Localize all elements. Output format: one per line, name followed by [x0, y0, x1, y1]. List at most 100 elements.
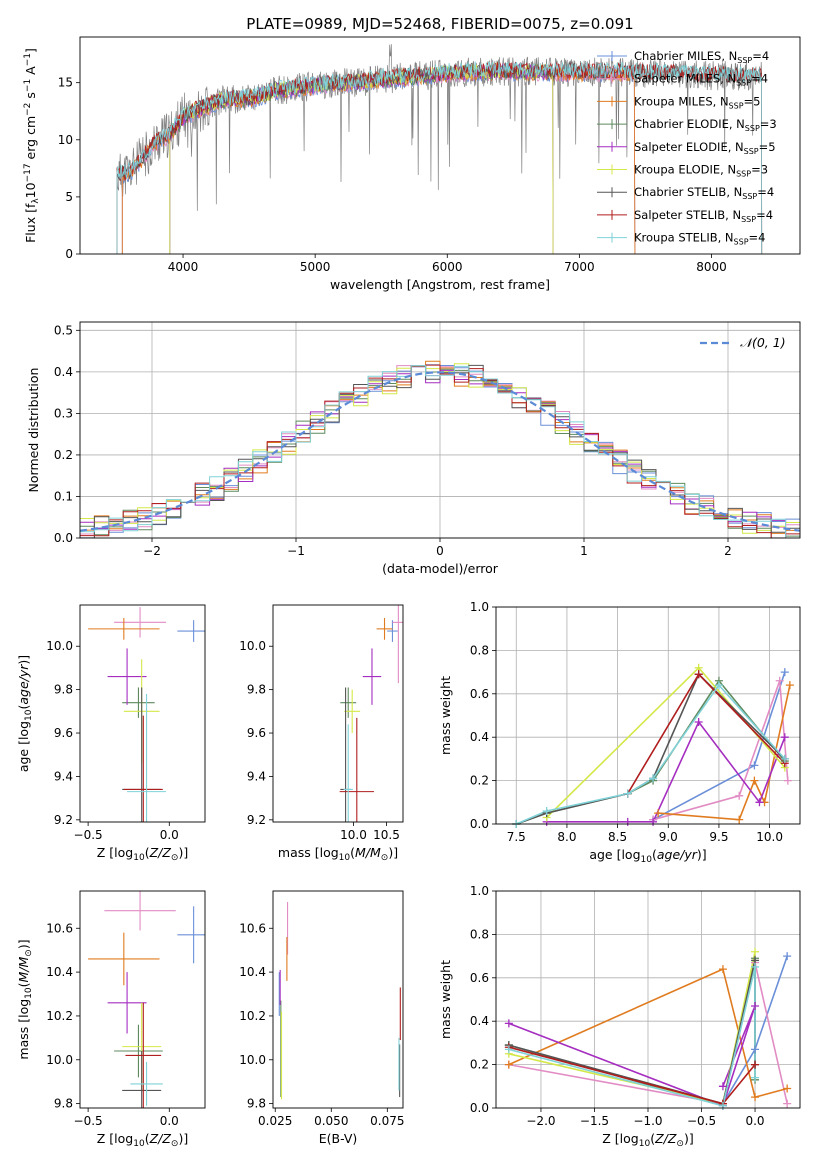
spectrum-ylabel-part: 10	[23, 182, 38, 198]
weight-vs-Z-xtick-label: 0.0	[745, 1114, 764, 1128]
age-vs-mass-frame	[272, 604, 404, 823]
mass-vs-Z-ytick-label: 9.8	[54, 1097, 73, 1111]
mass-vs-Z-ylabel-part: (	[16, 982, 31, 987]
legend-entry: Salpeter ELODIE, NSSP=5	[634, 140, 776, 156]
weight-marker	[751, 1045, 760, 1054]
weight-marker	[718, 965, 727, 974]
weight-marker	[718, 1082, 727, 1091]
weight-vs-age-xlabel-part: age/yr	[657, 847, 698, 862]
weight-vs-Z-xtick-label: −0.5	[687, 1114, 716, 1128]
weight-vs-age-ytick-label: 1.0	[470, 600, 489, 614]
spectrum-ylabel-part: Flux [f	[23, 203, 38, 243]
age-vs-Z-ylabel-part: 10	[24, 709, 34, 721]
legend-normal-label: 𝒩(0, 1)	[740, 335, 786, 350]
age-vs-Z-ylabel-part: )]	[16, 655, 31, 665]
age-vs-Z-ytick-label: 9.4	[54, 769, 73, 783]
age-vs-Z-ylabel-part: age/yr	[16, 664, 31, 705]
age-vs-mass-xlabel-part: ⊙	[381, 853, 389, 863]
weight-vs-age-xlabel: age [log10(age/yr)]	[589, 847, 706, 865]
spectrum-xtick-label: 6000	[432, 260, 463, 274]
weight-marker	[649, 817, 658, 826]
weight-marker	[785, 681, 794, 690]
weight-marker	[542, 806, 551, 815]
legend-entry-name: Chabrier STELIB, N	[634, 185, 742, 199]
mass-vs-Z-xlabel-part: )]	[178, 1131, 188, 1146]
weight-vs-age-ytick-label: 0.2	[470, 774, 489, 788]
weight-vs-age-plot-area	[496, 607, 800, 824]
legend-entry-sub: SSP	[744, 147, 759, 156]
legend-entry-sub: SSP	[736, 79, 751, 88]
legend-entry-sub: SSP	[737, 56, 752, 65]
legend-entry-name: Salpeter STELIB, N	[634, 208, 741, 222]
weight-marker	[714, 681, 723, 690]
age-vs-Z-ylabel: age [log10(age/yr)]	[16, 655, 34, 772]
legend-entry: Chabrier ELODIE, NSSP=3	[634, 117, 777, 133]
age-vs-mass-xtick-label: 10.0	[340, 828, 367, 842]
legend-entry-name: Kroupa MILES, N	[634, 94, 729, 108]
residuals-xlabel-part: (data-model)/error	[382, 561, 499, 576]
residuals-ytick-label: 0.4	[54, 365, 73, 379]
weight-vs-Z-xtick-label: −2.0	[526, 1114, 555, 1128]
weight-vs-age-xtick-label: 9.5	[709, 830, 728, 844]
weight-marker	[623, 789, 632, 798]
legend-entry-value: =5	[759, 140, 776, 154]
age-vs-mass-ytick-label: 10.0	[239, 639, 266, 653]
spectrum-xtick-label: 4000	[168, 260, 199, 274]
residuals-plot-area	[80, 322, 800, 538]
residuals-ylabel: Normed distribution	[26, 368, 41, 493]
weight-line	[508, 1005, 756, 1107]
spectrum-xlabel: wavelength [Angstrom, rest frame]	[330, 277, 550, 292]
mass-vs-Z-ylabel-part: 10	[24, 987, 34, 999]
weight-vs-Z-ytick-label: 1.0	[470, 884, 489, 898]
spectrum-xtick-label: 8000	[696, 260, 727, 274]
mass-vs-Z-xlabel-part: ⊙	[171, 1139, 179, 1149]
weight-marker	[783, 1084, 792, 1093]
weight-vs-age-ylabel: mass weight	[438, 676, 453, 755]
mass-vs-Z-xlabel: Z [log10(Z/Z⊙)]	[97, 1131, 188, 1149]
mass-vs-EBV-ytick-label: 10.6	[239, 921, 266, 935]
weight-vs-age-xtick-label: 8.0	[557, 830, 576, 844]
mass-vs-EBV-xtick-label: 0.025	[258, 1114, 292, 1128]
mass-vs-Z-ylabel-part: )]	[16, 939, 31, 949]
weight-marker	[694, 718, 703, 727]
legend-entry-value: =4	[757, 185, 774, 199]
mass-vs-EBV-frame	[272, 890, 404, 1109]
spectrum-ytick-label: 5	[65, 190, 73, 204]
weight-marker	[750, 776, 759, 785]
mass-vs-EBV-axes: 0.025 0.050 0.075 9.8 10.0 10.2 10.4 10.6 E(B-V)	[239, 890, 404, 1146]
weight-vs-Z-frame	[495, 890, 801, 1109]
weight-vs-Z-axes: −2.0 −1.5 −1.0 −0.5 0.0 0.0 0.2 0.4 0.6 0.8 1.0 Z […	[438, 884, 801, 1149]
mass-vs-EBV-xtick-label: 0.075	[370, 1114, 404, 1128]
mass-vs-EBV-xlabel: E(B-V)	[319, 1131, 358, 1146]
spectrum-ylabel-part: −1	[23, 79, 33, 92]
weight-vs-Z-ytick-label: 0.4	[470, 1014, 489, 1028]
weight-vs-age-axes: 7.5 8.0 8.5 9.0 9.5 10.0 0.0 0.2 0.4 0.6 0.8 1.0 age…	[438, 600, 801, 865]
mass-vs-Z-xtick-label: −0.5	[74, 1114, 103, 1128]
mass-vs-Z-xlabel-part: (	[145, 1131, 150, 1146]
spectrum-xtick-label: 7000	[564, 260, 595, 274]
residuals-xtick-label: 0	[436, 544, 444, 558]
weight-vs-age-xtick-label: 10.0	[756, 830, 783, 844]
spectrum-ylabel-part: −17	[23, 163, 33, 182]
weight-marker	[654, 809, 663, 818]
weight-marker	[780, 754, 789, 763]
weight-line	[515, 683, 786, 824]
spectrum-ylabel-part: A	[23, 66, 38, 79]
weight-marker	[504, 1045, 513, 1054]
legend-entry: Kroupa MILES, NSSP=5	[634, 94, 760, 110]
legend-entry-name: Chabrier ELODIE, N	[634, 117, 745, 131]
legend-entry-sub: SSP	[734, 238, 749, 247]
mass-vs-EBV-xtick-label: 0.050	[314, 1114, 348, 1128]
mass-vs-EBV-plot-area	[278, 901, 401, 1100]
legend-entry: Chabrier MILES, NSSP=4	[634, 49, 769, 65]
spectrum-ylabel-part: ]	[23, 48, 38, 53]
legend-entry-value: =5	[744, 94, 761, 108]
age-vs-mass-ytick-label: 9.4	[247, 769, 266, 783]
mass-vs-EBV-ytick-label: 10.4	[239, 965, 266, 979]
age-vs-Z-xlabel-part: Z [log	[97, 845, 133, 860]
mass-vs-Z-ytick-label: 10.6	[46, 921, 73, 935]
residuals-frame	[79, 321, 801, 539]
weight-marker	[780, 668, 789, 677]
weight-vs-age-xlabel-part: )]	[697, 847, 707, 862]
residuals-ytick-label: 0.2	[54, 448, 73, 462]
